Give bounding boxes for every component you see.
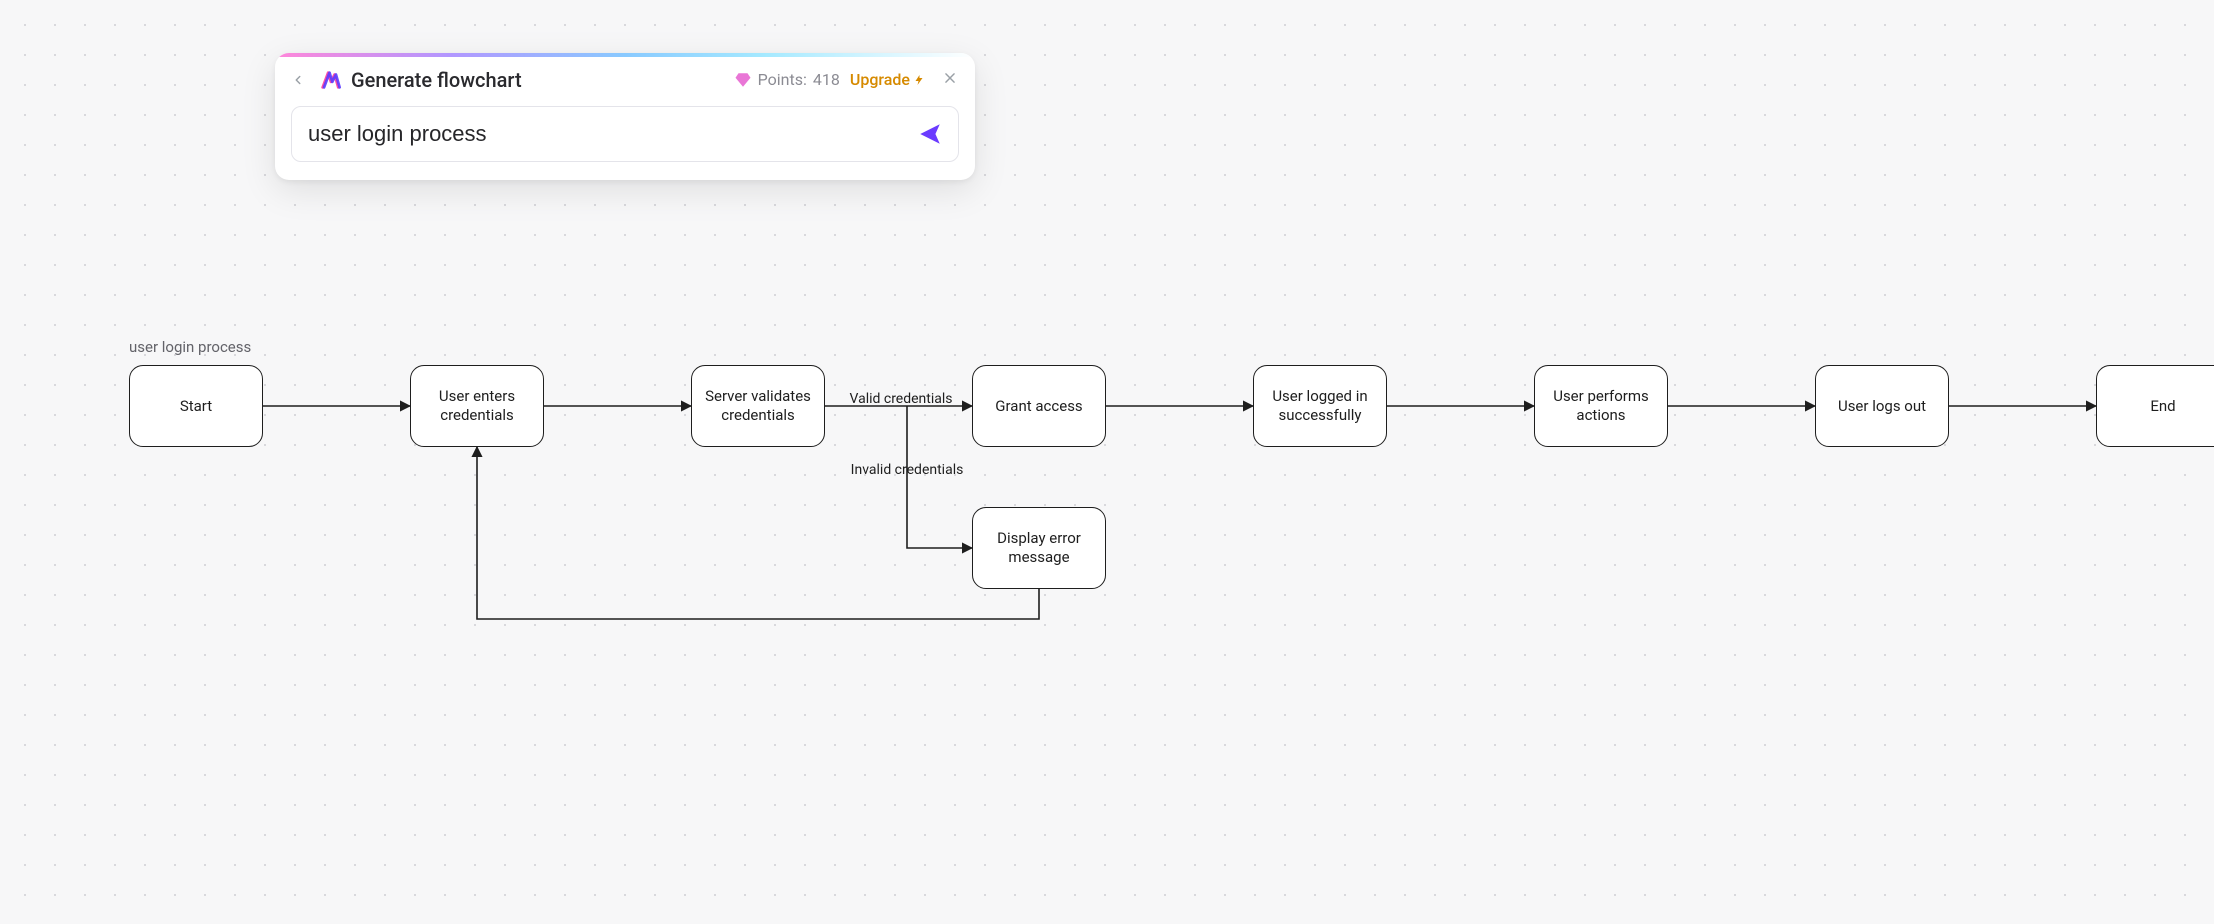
flow-node-start[interactable]: Start <box>129 365 263 447</box>
flow-node-logout[interactable]: User logs out <box>1815 365 1949 447</box>
flow-node-grant[interactable]: Grant access <box>972 365 1106 447</box>
flowchart-canvas[interactable]: user login process Start User enterscrede… <box>0 0 2214 924</box>
edge-label: Invalid credentials <box>851 462 964 478</box>
flow-node-enter[interactable]: User enterscredentials <box>410 365 544 447</box>
edge-label: Valid credentials <box>849 391 952 407</box>
diagram-title: user login process <box>129 338 251 356</box>
flow-node-logged[interactable]: User logged insuccessfully <box>1253 365 1387 447</box>
flow-node-end[interactable]: End <box>2096 365 2214 447</box>
flowchart-edges <box>0 0 2214 924</box>
flow-node-validate[interactable]: Server validatescredentials <box>691 365 825 447</box>
flow-node-actions[interactable]: User performsactions <box>1534 365 1668 447</box>
flow-node-error[interactable]: Display errormessage <box>972 507 1106 589</box>
